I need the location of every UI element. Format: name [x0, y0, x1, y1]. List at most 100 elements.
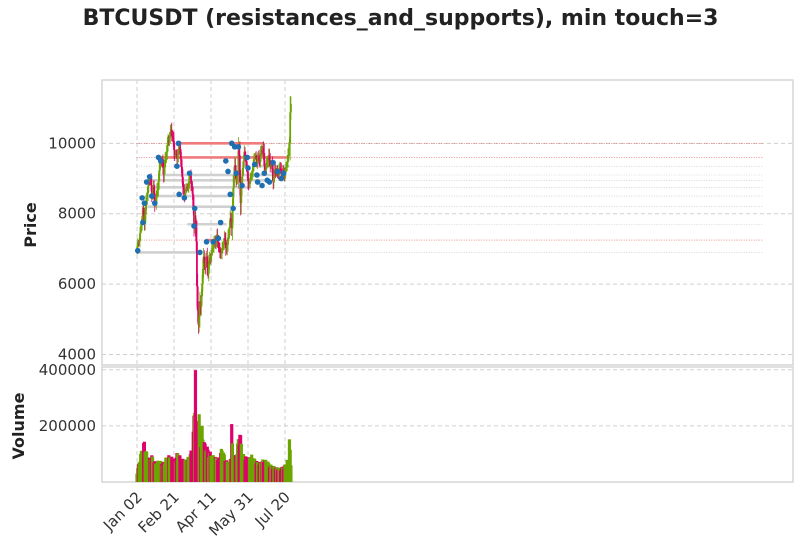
touch-marker — [235, 144, 242, 150]
candle-body — [258, 155, 260, 161]
touch-marker — [191, 223, 197, 229]
touch-marker — [139, 195, 145, 201]
candle-body — [201, 283, 204, 297]
candle-body — [181, 167, 184, 177]
candle-body — [287, 155, 289, 162]
candle-body — [166, 144, 169, 153]
candle-body — [224, 238, 226, 241]
volume-tick-label: 400000 — [39, 361, 96, 379]
candle-body — [264, 169, 267, 170]
candle-body — [241, 176, 243, 187]
candle-body — [199, 301, 201, 317]
candle-body — [249, 177, 252, 184]
candle-body — [236, 174, 239, 178]
candle-body — [229, 218, 232, 228]
candle-body — [264, 165, 266, 170]
touch-marker — [146, 173, 153, 180]
candle-body — [247, 180, 250, 185]
price-axis-label: Price — [21, 202, 40, 248]
candle-body — [177, 149, 180, 156]
touch-marker — [215, 235, 222, 242]
candle-body — [252, 164, 255, 171]
touch-marker — [134, 247, 141, 254]
candle-body — [184, 188, 187, 194]
touch-markers — [134, 140, 287, 256]
candle-body — [167, 140, 170, 141]
touch-marker — [251, 161, 258, 168]
touch-marker — [149, 193, 155, 199]
candle-body — [222, 244, 225, 247]
candle-body — [162, 161, 164, 168]
candle-body — [268, 155, 271, 161]
candle-body — [196, 286, 199, 311]
candle-body — [234, 165, 237, 173]
candle-body — [256, 157, 259, 163]
candle-body — [159, 165, 161, 171]
candle-body — [215, 240, 218, 244]
touch-marker — [244, 154, 251, 161]
touch-marker — [140, 219, 146, 226]
candle-body — [181, 176, 184, 187]
candle-body — [196, 241, 198, 287]
candle-body — [171, 135, 174, 138]
candle-body — [157, 181, 160, 189]
candle-body — [212, 247, 215, 250]
candle-body — [169, 132, 172, 138]
candle-body — [218, 249, 221, 253]
candle-body — [236, 177, 238, 180]
touch-marker — [157, 158, 164, 164]
candle-body — [270, 165, 272, 167]
touch-marker — [181, 195, 188, 201]
candle-body — [262, 147, 265, 154]
candle-body — [280, 169, 283, 174]
candle-body — [164, 157, 167, 161]
touch-marker — [227, 191, 234, 198]
candle-body — [250, 175, 252, 178]
candle-body — [175, 154, 178, 156]
candle-body — [228, 227, 231, 234]
touch-marker — [245, 165, 251, 171]
candle-body — [286, 161, 289, 167]
candle-body — [150, 179, 152, 186]
candle-body — [284, 167, 287, 173]
candle-body — [192, 194, 195, 207]
candle-body — [179, 147, 181, 150]
candle-body — [141, 216, 144, 224]
touch-marker — [186, 170, 193, 177]
candle-body — [204, 260, 207, 268]
candle-body — [240, 186, 243, 204]
candle-body — [221, 246, 224, 249]
touch-marker — [197, 249, 203, 256]
candle-body — [227, 233, 230, 238]
candle-body — [238, 150, 241, 156]
candle-body — [172, 137, 175, 141]
x-tick-label: Feb 21 — [134, 488, 182, 536]
candle-body — [251, 170, 254, 174]
candle-body — [260, 150, 263, 154]
candle-body — [223, 238, 226, 245]
candle-body — [218, 247, 221, 250]
candle-body — [230, 218, 232, 222]
candle-body — [290, 103, 292, 113]
candle-body — [288, 143, 291, 150]
candle-body — [259, 153, 262, 162]
candle-body — [224, 240, 227, 248]
touch-marker — [259, 182, 265, 189]
candle-body — [267, 160, 269, 163]
candle-body — [227, 237, 229, 245]
candle-body — [144, 214, 147, 225]
candle-body — [191, 186, 194, 195]
candle-body — [138, 241, 141, 243]
touch-marker — [151, 200, 158, 206]
x-tick-label: Jul 20 — [251, 488, 294, 531]
candle-body — [168, 137, 171, 141]
grid-lines — [102, 80, 793, 482]
candle-body — [208, 258, 211, 264]
candle-body — [231, 210, 234, 229]
candle-body — [158, 170, 161, 182]
candle-body — [173, 140, 175, 151]
candle-body — [188, 175, 191, 182]
candle-body — [289, 112, 292, 144]
touch-marker — [223, 158, 229, 164]
candle-body — [170, 129, 173, 136]
